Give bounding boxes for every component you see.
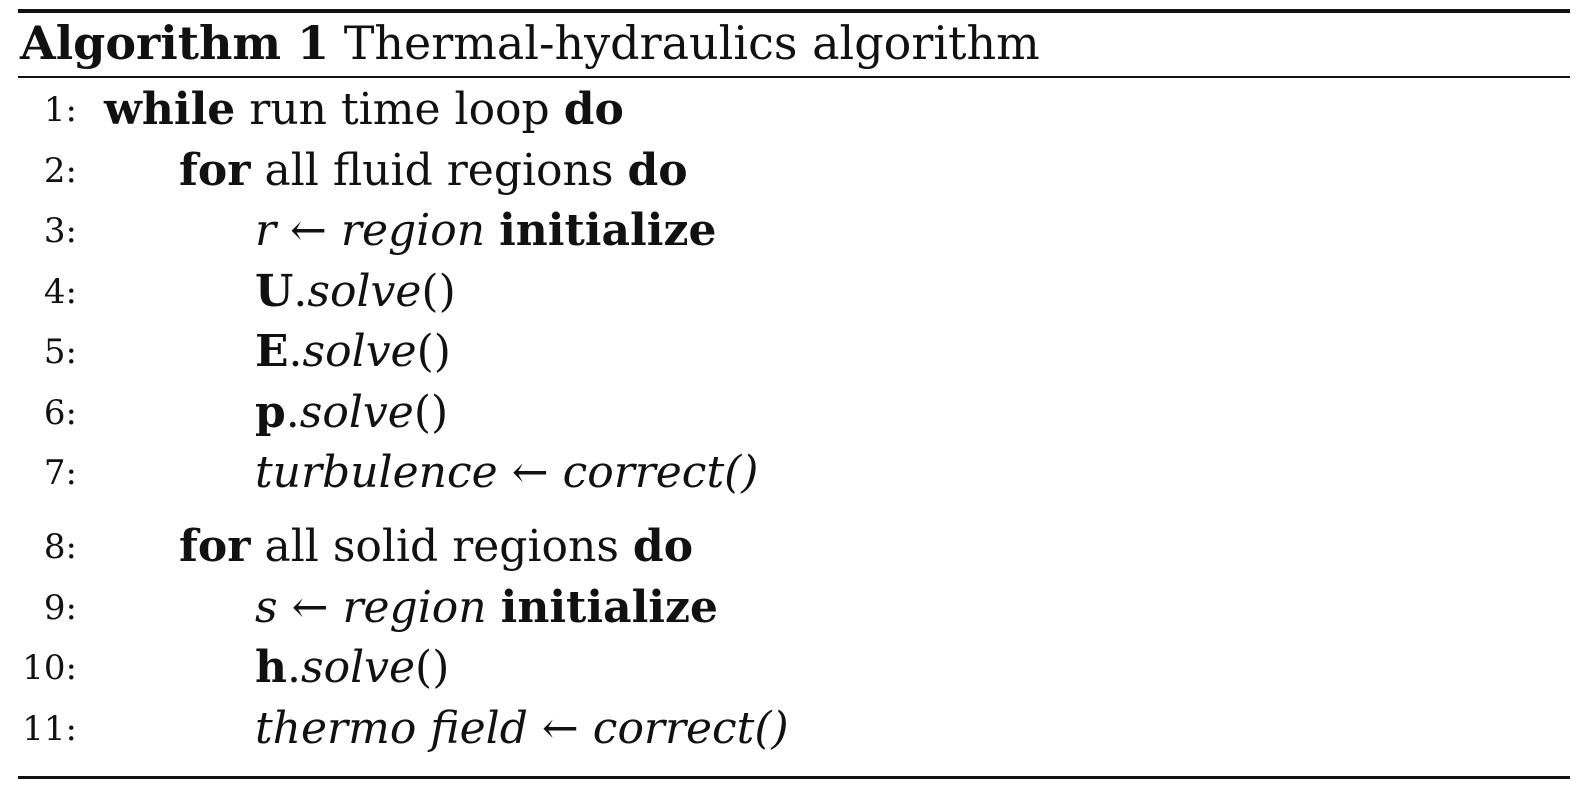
algorithm-line-1: 1: while run time loop do (0, 82, 1570, 138)
assign-arrow: ← (291, 582, 329, 633)
turbulence-text: turbulence (255, 447, 498, 498)
field-U: U (255, 266, 294, 317)
line-content: r ← region initialize (255, 203, 716, 259)
line-content: s ← region initialize (255, 580, 718, 636)
keyword-while: while (104, 84, 236, 135)
keyword-for: for (179, 145, 251, 196)
algorithm-line-2: 2: for all fluid regions do (0, 143, 1570, 199)
variable-s: s (255, 582, 278, 633)
line-number: 5: (43, 332, 77, 372)
field-p: p (255, 387, 286, 438)
algorithm-line-10: 10: h.solve() (0, 640, 1570, 696)
algorithm-line-7: 7: turbulence ← correct() (0, 445, 1570, 501)
method-solve: solve (302, 326, 417, 377)
correct-call: correct() (592, 703, 789, 754)
bottom-rule (18, 776, 1570, 779)
assign-arrow: ← (290, 205, 327, 256)
algorithm-line-3: 3: r ← region initialize (0, 203, 1570, 259)
algorithm-line-4: 4: U.solve() (0, 264, 1570, 320)
dot: . (287, 642, 301, 693)
dot: . (293, 266, 308, 317)
line-content: h.solve() (255, 640, 449, 696)
line-content: while run time loop do (104, 82, 624, 138)
algorithm-line-8: 8: for all solid regions do (0, 519, 1570, 575)
algorithm-label: Algorithm 1 (20, 16, 330, 70)
statement-text: run time loop (249, 84, 550, 135)
line-number: 11: (22, 709, 77, 749)
statement-text: all solid regions (264, 521, 619, 572)
caption-rule (18, 76, 1570, 78)
line-number: 10: (22, 648, 77, 688)
algorithm-line-6: 6: p.solve() (0, 385, 1570, 441)
method-solve: solve (301, 642, 416, 693)
line-number: 8: (43, 527, 77, 567)
parens: () (421, 266, 456, 317)
line-number: 7: (43, 453, 77, 493)
correct-call: correct() (562, 447, 759, 498)
method-solve: solve (307, 266, 422, 317)
parens: () (415, 642, 450, 693)
dot: . (285, 387, 300, 438)
thermo-field-text: thermo field (255, 703, 528, 754)
keyword-do: do (632, 521, 694, 572)
line-content: turbulence ← correct() (255, 445, 758, 501)
line-number: 3: (43, 211, 77, 251)
field-E: E (255, 326, 289, 377)
parens: () (413, 387, 449, 438)
line-number: 4: (43, 272, 77, 312)
algorithm-line-11: 11: thermo field ← correct() (0, 701, 1570, 757)
line-number: 6: (43, 393, 77, 433)
algorithm-line-5: 5: E.solve() (0, 324, 1570, 380)
keyword-for: for (179, 521, 251, 572)
line-number: 1: (43, 90, 77, 130)
line-content: for all solid regions do (179, 519, 693, 575)
algorithm-caption: Algorithm 1 Thermal-hydraulics algorithm (20, 14, 1040, 72)
variable-r: r (255, 205, 277, 256)
line-number: 9: (43, 588, 77, 628)
dot: . (288, 326, 303, 377)
statement-text: all fluid regions (264, 145, 614, 196)
field-h: h (255, 642, 287, 693)
assign-arrow: ← (511, 447, 549, 498)
keyword-do: do (627, 145, 688, 196)
line-number: 2: (43, 151, 77, 191)
keyword-do: do (563, 84, 624, 135)
line-content: for all fluid regions do (179, 143, 688, 199)
top-rule (18, 9, 1570, 13)
region-text: region (340, 205, 486, 256)
assign-arrow: ← (541, 703, 579, 754)
line-content: E.solve() (255, 324, 451, 380)
line-content: p.solve() (255, 385, 448, 441)
region-text: region (342, 582, 487, 633)
line-content: thermo field ← correct() (255, 701, 789, 757)
method-solve: solve (299, 387, 414, 438)
keyword-initialize: initialize (499, 205, 717, 256)
keyword-initialize: initialize (500, 582, 718, 633)
algorithm-title: Thermal-hydraulics algorithm (343, 16, 1040, 70)
parens: () (416, 326, 451, 377)
algorithm-line-9: 9: s ← region initialize (0, 580, 1570, 636)
line-content: U.solve() (255, 264, 456, 320)
